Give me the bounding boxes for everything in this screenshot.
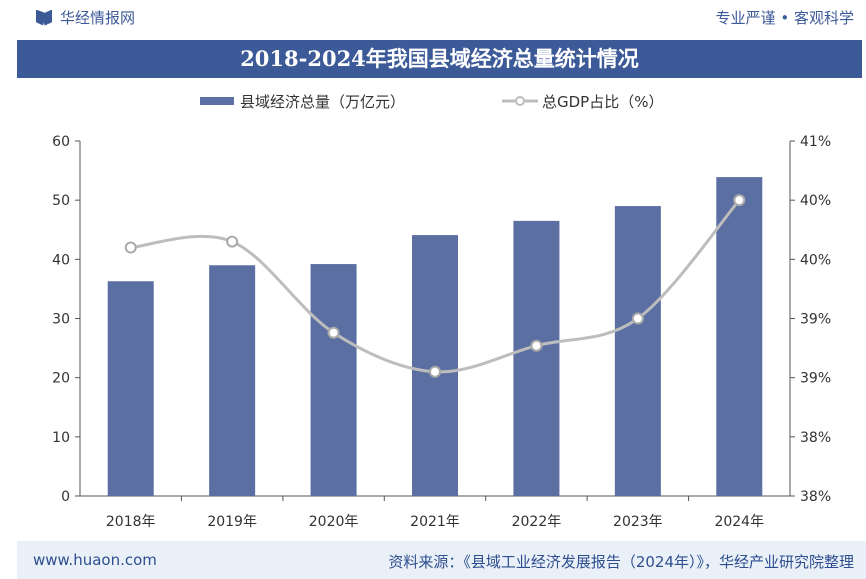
line-point [327, 326, 340, 339]
legend-bar-swatch [200, 97, 234, 105]
bar [614, 206, 661, 497]
x-tick-label: 2022年 [512, 514, 562, 530]
x-tick-label: 2024年 [714, 514, 764, 530]
line-point [124, 241, 137, 254]
legend: 县域经济总量（万亿元） 总GDP占比（%） [200, 93, 663, 111]
left-tick-label: 40 [52, 252, 70, 268]
x-tick-label: 2019年 [207, 514, 257, 530]
slogan: 专业严谨 • 客观科学 [715, 9, 854, 27]
bar [107, 281, 154, 496]
left-tick-label: 50 [52, 193, 70, 209]
right-tick-label: 40% [800, 252, 831, 268]
brand-name: 华经情报网 [60, 9, 136, 27]
brand: 华经情报网 [36, 7, 135, 28]
bar [513, 220, 560, 496]
legend-bar-label: 县域经济总量（万亿元） [240, 93, 405, 111]
line-point [631, 312, 644, 325]
left-tick-label: 60 [52, 134, 70, 150]
footer-source: 资料来源：《县域工业经济发展报告（2024年）》，华经产业研究院整理 [388, 553, 854, 571]
left-tick-label: 10 [52, 430, 70, 446]
right-tick-label: 41% [800, 134, 831, 150]
legend-line-label: 总GDP占比（%） [542, 93, 663, 111]
logo-icon [36, 9, 52, 26]
right-tick-label: 38% [800, 430, 831, 446]
left-tick-label: 0 [61, 489, 70, 505]
x-tick-label: 2020年 [309, 514, 359, 530]
bar [412, 235, 458, 496]
bar [310, 264, 357, 496]
line-point [429, 365, 441, 378]
bar [716, 177, 763, 496]
line-point [226, 235, 239, 248]
legend-line-marker [515, 96, 525, 106]
right-tick-label: 40% [800, 193, 831, 209]
left-tick-label: 30 [52, 312, 70, 328]
footer-url: www.huaon.com [33, 551, 157, 569]
x-tick-label: 2021年 [410, 514, 460, 530]
line-point [733, 194, 746, 207]
right-tick-label: 39% [800, 312, 831, 328]
right-tick-label: 38% [800, 489, 831, 505]
top-bar: 华经情报网 专业严谨 • 客观科学 [0, 0, 866, 36]
right-tick-label: 39% [800, 371, 831, 387]
left-tick-label: 20 [52, 371, 70, 387]
x-tick-label: 2018年 [106, 514, 156, 530]
line-point [530, 339, 543, 352]
chart-title: 2018-2024年我国县域经济总量统计情况 [17, 40, 862, 78]
x-tick-label: 2023年 [613, 514, 663, 530]
bar [209, 265, 256, 496]
footer: www.huaon.com 资料来源：《县域工业经济发展报告（2024年）》，华… [17, 541, 866, 579]
